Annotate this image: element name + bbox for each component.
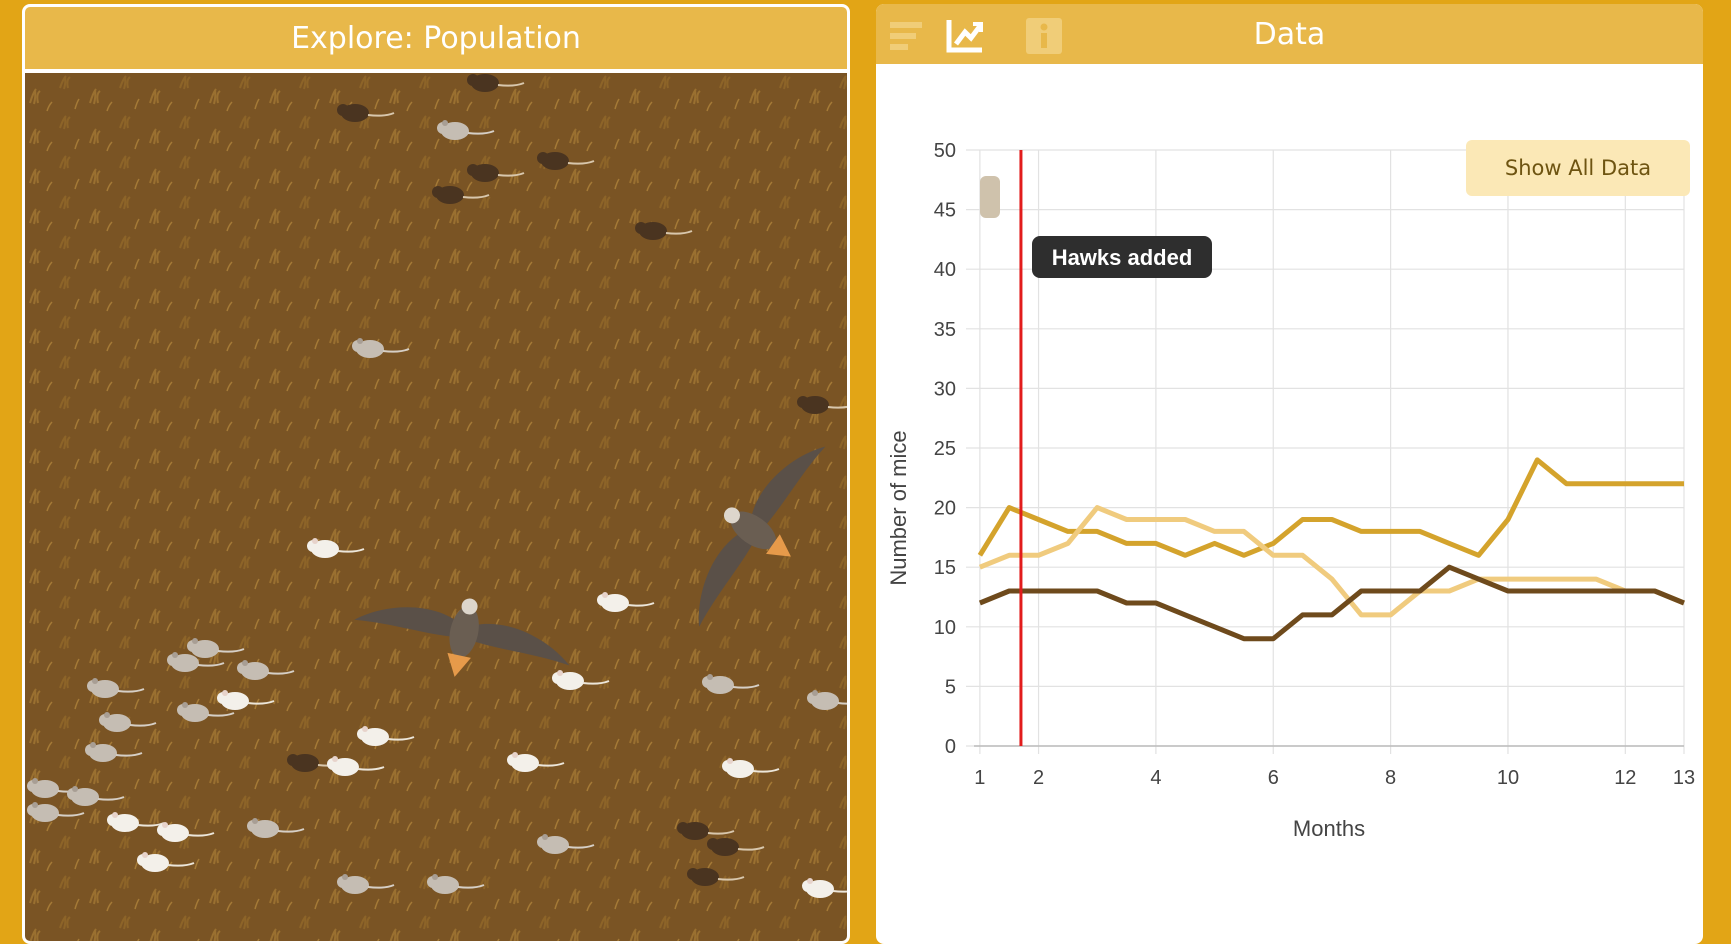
y-tick-labels: 0 5 10 15 20 25 30 35 40 45 50	[934, 140, 956, 758]
population-chart: 0 5 10 15 20 25 30 35 40 45 50 1 2 4 6 8 10 12 13 Hawks a…	[876, 66, 1703, 926]
series-line-3	[978, 564, 1685, 642]
y-tick-label: 0	[945, 736, 956, 758]
simulation-view[interactable]	[25, 73, 847, 941]
y-axis-label: Number of mice	[886, 430, 911, 585]
simulation-panel: Explore: Population	[22, 4, 850, 944]
y-tick-label: 35	[934, 319, 956, 341]
show-all-data-button[interactable]: Show All Data	[1466, 140, 1690, 196]
x-tick-label: 1	[974, 767, 985, 789]
x-tick-label: 2	[1033, 767, 1044, 789]
grassland-background	[25, 73, 847, 941]
drag-handle[interactable]	[980, 176, 1000, 218]
chart-icon[interactable]	[946, 18, 984, 62]
x-tick-label: 4	[1150, 767, 1161, 789]
x-tick-label: 12	[1614, 767, 1636, 789]
y-tick-label: 45	[934, 200, 956, 222]
hawks-added-text: Hawks added	[1052, 245, 1193, 270]
y-tick-label: 25	[934, 438, 956, 460]
y-tick-label: 50	[934, 140, 956, 162]
y-tick-label: 30	[934, 378, 956, 400]
x-axis-label: Months	[1293, 816, 1365, 841]
series-line-2	[978, 505, 1685, 618]
y-tick-label: 5	[945, 676, 956, 698]
x-tick-labels: 1 2 4 6 8 10 12 13	[974, 767, 1695, 789]
y-tick-label: 40	[934, 259, 956, 281]
y-tick-label: 15	[934, 557, 956, 579]
hawks-added-label: Hawks added	[1032, 236, 1212, 278]
simulation-header: Explore: Population	[25, 7, 847, 73]
list-icon[interactable]	[888, 18, 924, 62]
y-tick-label: 10	[934, 617, 956, 639]
x-tick-label: 13	[1673, 767, 1695, 789]
y-tick-label: 20	[934, 498, 956, 520]
simulation-title: Explore: Population	[291, 20, 581, 56]
x-tick-label: 6	[1268, 767, 1279, 789]
x-tick-label: 8	[1385, 767, 1396, 789]
info-icon[interactable]	[1026, 18, 1062, 62]
data-title: Data	[1253, 16, 1326, 52]
data-header: Data	[876, 4, 1703, 64]
chart-series	[977, 457, 1685, 642]
series-line-1	[977, 457, 1684, 558]
data-panel: Data 0 5 10 15 20 25 30 35 40 45 50 1 2 4 6 8 10 12 13 Ha…	[876, 4, 1703, 944]
x-tick-label: 10	[1497, 767, 1519, 789]
